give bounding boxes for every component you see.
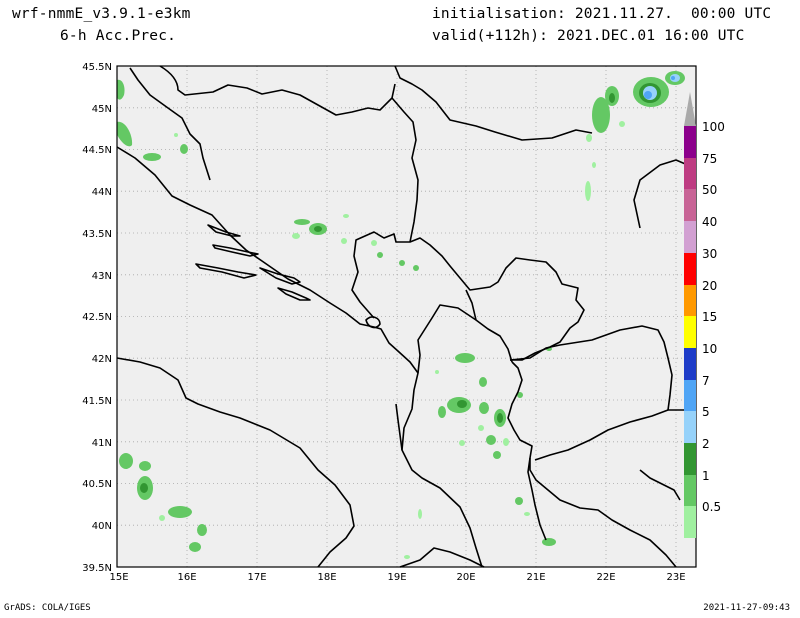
lon-label: 23E xyxy=(666,572,685,583)
lat-label: 40N xyxy=(92,521,112,532)
lat-label: 40.5N xyxy=(82,479,112,490)
colorbar-label-10: 10 xyxy=(702,342,717,356)
init-time: initialisation: 2021.11.27. 00:00 UTC xyxy=(432,6,772,22)
lat-label: 44.5N xyxy=(82,145,112,156)
lon-label: 20E xyxy=(456,572,475,583)
lon-label: 17E xyxy=(247,572,266,583)
lat-label: 43N xyxy=(92,271,112,282)
colorbar-label-100: 100 xyxy=(702,120,725,134)
colorbar-swatch-1 xyxy=(684,475,696,506)
colorbar-label-5: 5 xyxy=(702,405,710,419)
colorbar-label-15: 15 xyxy=(702,310,717,324)
lon-label: 22E xyxy=(596,572,615,583)
colorbar-swatch-75 xyxy=(684,158,696,189)
coastlines-borders xyxy=(116,65,691,568)
lat-label: 42N xyxy=(92,354,112,365)
colorbar-label-05: 0.5 xyxy=(702,500,721,514)
colorbar-swatch-30 xyxy=(684,253,696,285)
colorbar-label-7: 7 xyxy=(702,374,710,388)
colorbar-label-20: 20 xyxy=(702,279,717,293)
lon-label: 19E xyxy=(387,572,406,583)
lat-lon-grid xyxy=(117,66,696,567)
valid-time: valid(+112h): 2021.DEC.01 16:00 UTC xyxy=(432,28,745,44)
colorbar-swatch-05 xyxy=(684,506,696,538)
colorbar-swatch-7 xyxy=(684,380,696,411)
lat-label: 43.5N xyxy=(82,229,112,240)
precipitation-field xyxy=(117,71,685,559)
lon-label: 21E xyxy=(526,572,545,583)
colorbar-swatch-10 xyxy=(684,348,696,380)
colorbar-swatch-50 xyxy=(684,189,696,221)
lat-label: 44N xyxy=(92,187,112,198)
field-title: 6-h Acc.Prec. xyxy=(60,28,177,44)
colorbar-swatch-100 xyxy=(684,126,696,158)
footer-timestamp: 2021-11-27-09:43 xyxy=(703,603,790,613)
colorbar-label-1: 1 xyxy=(702,469,710,483)
colorbar-label-50: 50 xyxy=(702,183,717,197)
lat-label: 41.5N xyxy=(82,396,112,407)
lon-label: 16E xyxy=(177,572,196,583)
lat-label: 42.5N xyxy=(82,312,112,323)
colorbar xyxy=(684,92,696,538)
colorbar-swatch-2 xyxy=(684,443,696,475)
lat-label: 45N xyxy=(92,104,112,115)
latitude-labels: 45.5N 45N 44.5N 44N 43.5N 43N 42.5N 42N … xyxy=(82,62,112,574)
longitude-labels: 15E 16E 17E 18E 19E 20E 21E 22E 23E xyxy=(109,572,685,583)
colorbar-swatch-40 xyxy=(684,221,696,253)
model-title: wrf-nmmE_v3.9.1-e3km xyxy=(12,6,191,22)
lat-label: 41N xyxy=(92,438,112,449)
lat-label: 39.5N xyxy=(82,563,112,574)
footer-credit: GrADS: COLA/IGES xyxy=(4,603,91,613)
colorbar-label-30: 30 xyxy=(702,247,717,261)
colorbar-label-40: 40 xyxy=(702,215,717,229)
colorbar-swatch-20 xyxy=(684,285,696,316)
colorbar-swatch-5 xyxy=(684,411,696,443)
lon-label: 18E xyxy=(317,572,336,583)
lat-label: 45.5N xyxy=(82,62,112,73)
colorbar-label-2: 2 xyxy=(702,437,710,451)
colorbar-top-cap xyxy=(684,92,696,126)
lon-label: 15E xyxy=(109,572,128,583)
colorbar-label-75: 75 xyxy=(702,152,717,166)
colorbar-swatch-15 xyxy=(684,316,696,348)
